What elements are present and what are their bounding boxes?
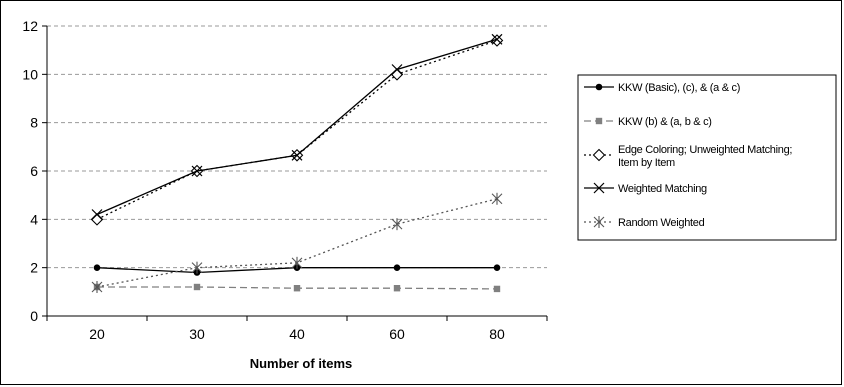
x-axis-ticks: 20 30 40 60 80 — [46, 316, 548, 342]
series-2 — [90, 34, 504, 226]
x-tick-label: 80 — [489, 326, 505, 342]
data-point — [191, 165, 203, 177]
series-line — [96, 39, 498, 220]
y-tick-label: 8 — [30, 115, 38, 131]
series-4 — [91, 192, 503, 293]
legend-label: Weighted Matching — [618, 183, 707, 195]
x-tick-label: 40 — [289, 326, 305, 342]
data-point — [91, 281, 103, 293]
y-tick-label: 6 — [30, 163, 38, 179]
data-point — [393, 264, 401, 271]
series-layer — [90, 33, 504, 293]
y-tick-label: 10 — [22, 66, 38, 82]
legend-label: Random Weighted — [618, 217, 705, 229]
legend-item-3: Weighted Matching — [584, 182, 707, 195]
legend-marker — [595, 83, 603, 91]
legend-item-4: Random Weighted — [584, 216, 705, 229]
y-axis-ticks: 0 2 4 6 8 10 12 — [22, 18, 47, 324]
axes — [46, 26, 547, 317]
legend-label: KKW (Basic), (c), & (a & c) — [618, 82, 740, 94]
data-point — [393, 285, 401, 292]
data-point — [90, 213, 104, 226]
series-line — [96, 38, 498, 216]
x-tick-label: 30 — [189, 326, 205, 342]
data-point — [391, 64, 403, 75]
series-1 — [93, 283, 501, 293]
legend-label: Edge Coloring; Unweighted Matching; Item … — [618, 144, 792, 169]
legend-marker — [592, 148, 606, 162]
y-tick-label: 0 — [30, 308, 38, 324]
data-point — [291, 256, 303, 269]
data-point — [493, 264, 501, 271]
gridlines — [47, 25, 547, 269]
legend-marker — [595, 117, 603, 125]
x-axis-title: Number of items — [250, 356, 353, 371]
legend-item-0: KKW (Basic), (c), & (a & c) — [584, 82, 740, 94]
y-tick-label: 12 — [22, 18, 38, 34]
data-point — [91, 209, 103, 220]
data-point — [291, 149, 303, 161]
y-tick-label: 2 — [30, 260, 38, 276]
legend-label: KKW (b) & (a, b & c) — [618, 116, 712, 128]
data-point — [490, 34, 504, 47]
data-point — [293, 285, 301, 292]
legend-box — [577, 74, 837, 241]
data-point — [493, 285, 501, 293]
legend-marker — [593, 182, 605, 194]
series-3 — [91, 33, 503, 220]
data-point — [191, 261, 203, 274]
legend: KKW (Basic), (c), & (a & c) KKW (b) & (a,… — [577, 74, 837, 241]
x-tick-label: 60 — [389, 326, 405, 342]
data-point — [491, 33, 503, 45]
data-point — [391, 218, 403, 231]
legend-item-1: KKW (b) & (a, b & c) — [584, 116, 712, 128]
data-point — [491, 192, 503, 205]
data-point — [93, 264, 101, 271]
series-line — [96, 198, 498, 288]
x-tick-label: 20 — [89, 326, 105, 342]
data-point — [193, 283, 201, 291]
legend-marker — [593, 216, 605, 228]
legend-item-2: Edge Coloring; Unweighted Matching; Item … — [584, 144, 793, 169]
y-tick-label: 4 — [30, 211, 38, 227]
